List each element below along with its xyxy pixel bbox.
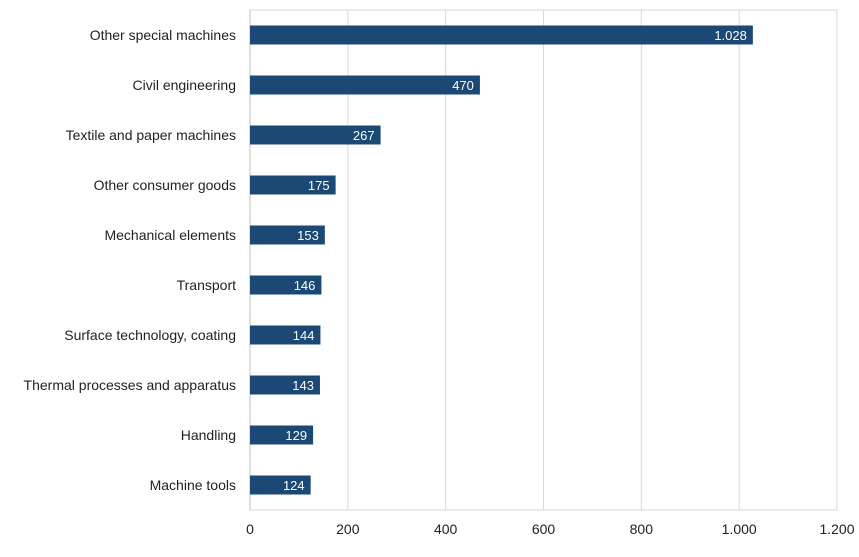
x-tick-label: 400 xyxy=(434,521,458,537)
bar xyxy=(250,225,325,245)
bar xyxy=(250,125,381,145)
bar xyxy=(250,75,480,95)
category-label: Thermal processes and apparatus xyxy=(24,377,236,393)
data-label: 146 xyxy=(294,278,316,293)
category-label: Machine tools xyxy=(150,477,236,493)
bar xyxy=(250,175,336,195)
bar xyxy=(250,25,753,45)
data-label: 175 xyxy=(308,178,330,193)
x-tick-label: 1.000 xyxy=(722,521,757,537)
x-tick-label: 1.200 xyxy=(819,521,854,537)
category-label: Textile and paper machines xyxy=(66,127,236,143)
data-label: 470 xyxy=(452,78,474,93)
data-label: 129 xyxy=(285,428,307,443)
data-label: 144 xyxy=(293,328,315,343)
category-label: Handling xyxy=(181,427,236,443)
bar xyxy=(250,475,311,495)
category-label: Transport xyxy=(177,277,237,293)
bar xyxy=(250,375,320,395)
x-tick-label: 0 xyxy=(246,521,254,537)
bars: 1.028 470 267 175 153 146 144 143 129 124 xyxy=(250,25,753,495)
category-label: Other consumer goods xyxy=(94,177,236,193)
category-label: Surface technology, coating xyxy=(64,327,236,343)
category-label: Mechanical elements xyxy=(104,227,236,243)
data-label: 124 xyxy=(283,478,305,493)
category-labels: Other special machines Civil engineering T… xyxy=(24,27,237,493)
x-tick-label: 200 xyxy=(336,521,360,537)
data-label: 1.028 xyxy=(714,28,747,43)
x-tick-labels: 0 200 400 600 800 1.000 1.200 xyxy=(246,521,855,537)
category-label: Civil engineering xyxy=(132,77,236,93)
data-label: 267 xyxy=(353,128,375,143)
category-label: Other special machines xyxy=(90,27,236,43)
x-tick-label: 600 xyxy=(532,521,556,537)
data-label: 143 xyxy=(292,378,314,393)
bar xyxy=(250,325,321,345)
bar xyxy=(250,425,314,445)
data-label: 153 xyxy=(297,228,319,243)
x-tick-label: 800 xyxy=(630,521,654,537)
bar xyxy=(250,275,322,295)
